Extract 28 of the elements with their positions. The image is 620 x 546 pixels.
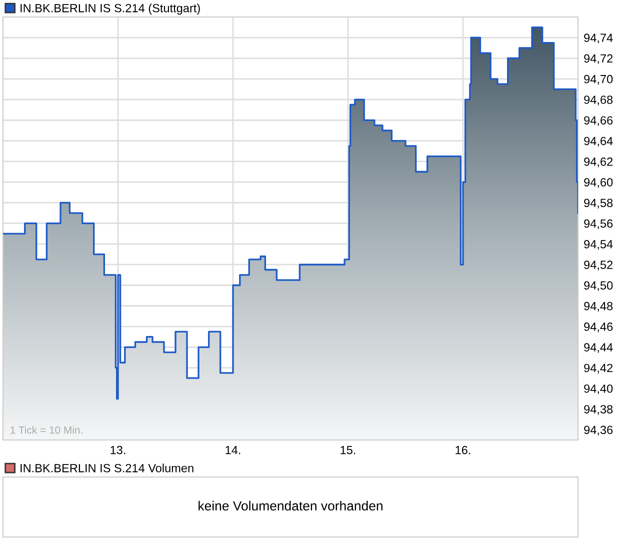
- y-tick-label: 94,72: [584, 54, 613, 64]
- y-tick-label: 94,66: [584, 116, 613, 126]
- y-tick-label: 94,36: [584, 426, 613, 436]
- annotation: 1 Tick = 10 Min.: [10, 426, 82, 434]
- y-tick-label: 94,54: [584, 240, 613, 250]
- y-tick-label: 94,52: [584, 260, 613, 270]
- x-tick-label: 16.: [456, 446, 470, 454]
- legend-label: IN.BK.BERLIN IS S.214 (Stuttgart): [20, 4, 200, 15]
- y-tick-label: 94,68: [584, 96, 613, 106]
- y-tick-label: 94,64: [584, 136, 613, 147]
- y-tick-label: 94,50: [584, 281, 613, 292]
- y-tick-label: 94,74: [584, 34, 613, 44]
- y-tick-label: 94,42: [584, 364, 613, 374]
- text: keine Volumendaten vorhanden: [198, 500, 382, 511]
- y-tick-label: 94,44: [584, 343, 613, 353]
- x-tick-label: 15.: [340, 446, 356, 454]
- y-tick-label: 94,56: [584, 219, 613, 230]
- y-tick-label: 94,58: [584, 198, 613, 208]
- y-tick-label: 94,46: [584, 322, 613, 332]
- legend-label: IN.BK.BERLIN IS S.214 Volumen: [20, 464, 194, 472]
- y-tick-label: 94,48: [584, 302, 613, 312]
- y-tick-label: 94,40: [584, 384, 613, 394]
- y-tick-label: 94,60: [584, 178, 613, 188]
- x-tick-label: 13.: [110, 446, 126, 454]
- x-tick-label: 14.: [226, 446, 240, 454]
- y-tick-label: 94,38: [584, 405, 613, 415]
- y-tick-label: 94,70: [584, 74, 613, 85]
- y-tick-label: 94,62: [584, 157, 613, 168]
